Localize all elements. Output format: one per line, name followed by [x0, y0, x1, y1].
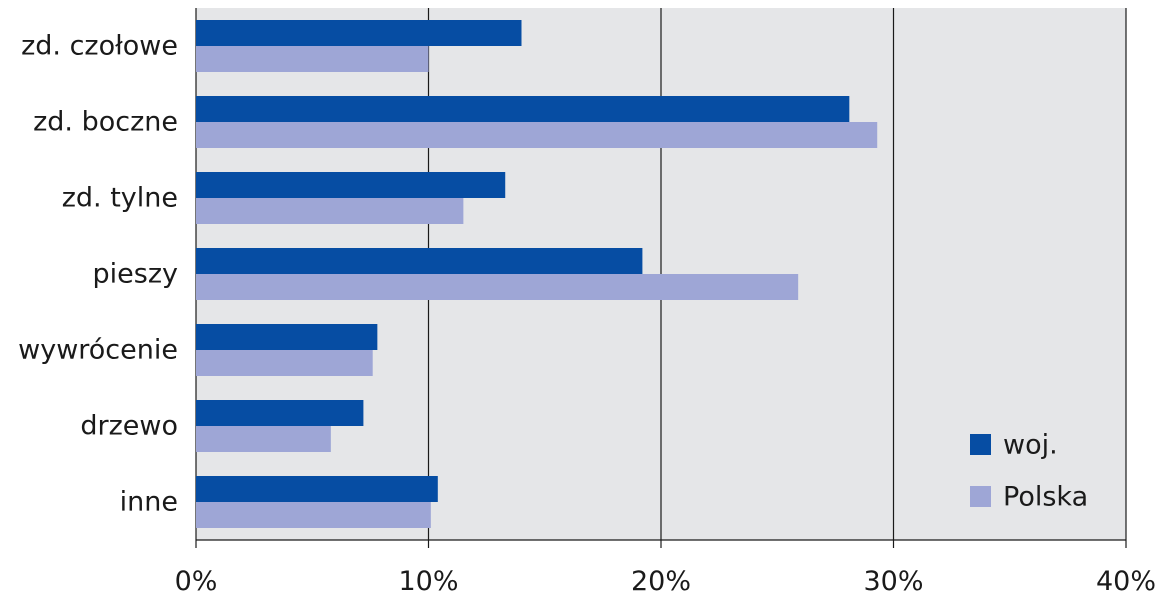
legend-label: Polska	[1003, 482, 1088, 513]
bar-polska	[196, 198, 464, 224]
bar-polska	[196, 502, 431, 528]
bar-polska	[196, 46, 429, 72]
legend: woj. Polska	[970, 430, 1088, 513]
x-tick-label: 30%	[863, 566, 923, 597]
bar-woj	[196, 248, 643, 274]
bar-polska	[196, 274, 799, 300]
bar-woj	[196, 400, 364, 426]
bar-polska	[196, 122, 878, 148]
x-tick-label: 0%	[175, 566, 218, 597]
category-label: zd. czołowe	[21, 31, 178, 62]
x-tick-label: 20%	[631, 566, 691, 597]
category-label: wywrócenie	[18, 335, 178, 366]
x-tick-label: 40%	[1096, 566, 1156, 597]
category-label: inne	[120, 487, 178, 518]
bar-polska	[196, 350, 373, 376]
x-tick-label: 10%	[398, 566, 458, 597]
category-labels: zd. czołowe zd. boczne zd. tylne pieszy wywr…	[18, 31, 178, 518]
category-label: pieszy	[93, 259, 178, 290]
category-label: drzewo	[80, 411, 178, 442]
category-label: zd. tylne	[62, 183, 178, 214]
category-label: zd. boczne	[33, 107, 178, 138]
bar-woj	[196, 172, 506, 198]
bar-woj	[196, 324, 378, 350]
legend-swatch	[970, 434, 991, 455]
bar-woj	[196, 476, 438, 502]
bar-polska	[196, 426, 331, 452]
bar-woj	[196, 20, 522, 46]
legend-swatch	[970, 486, 991, 507]
x-axis-ticks: 0% 10% 20% 30% 40%	[175, 539, 1156, 597]
bar-woj	[196, 96, 850, 122]
legend-label: woj.	[1003, 430, 1058, 461]
bars	[196, 20, 878, 528]
